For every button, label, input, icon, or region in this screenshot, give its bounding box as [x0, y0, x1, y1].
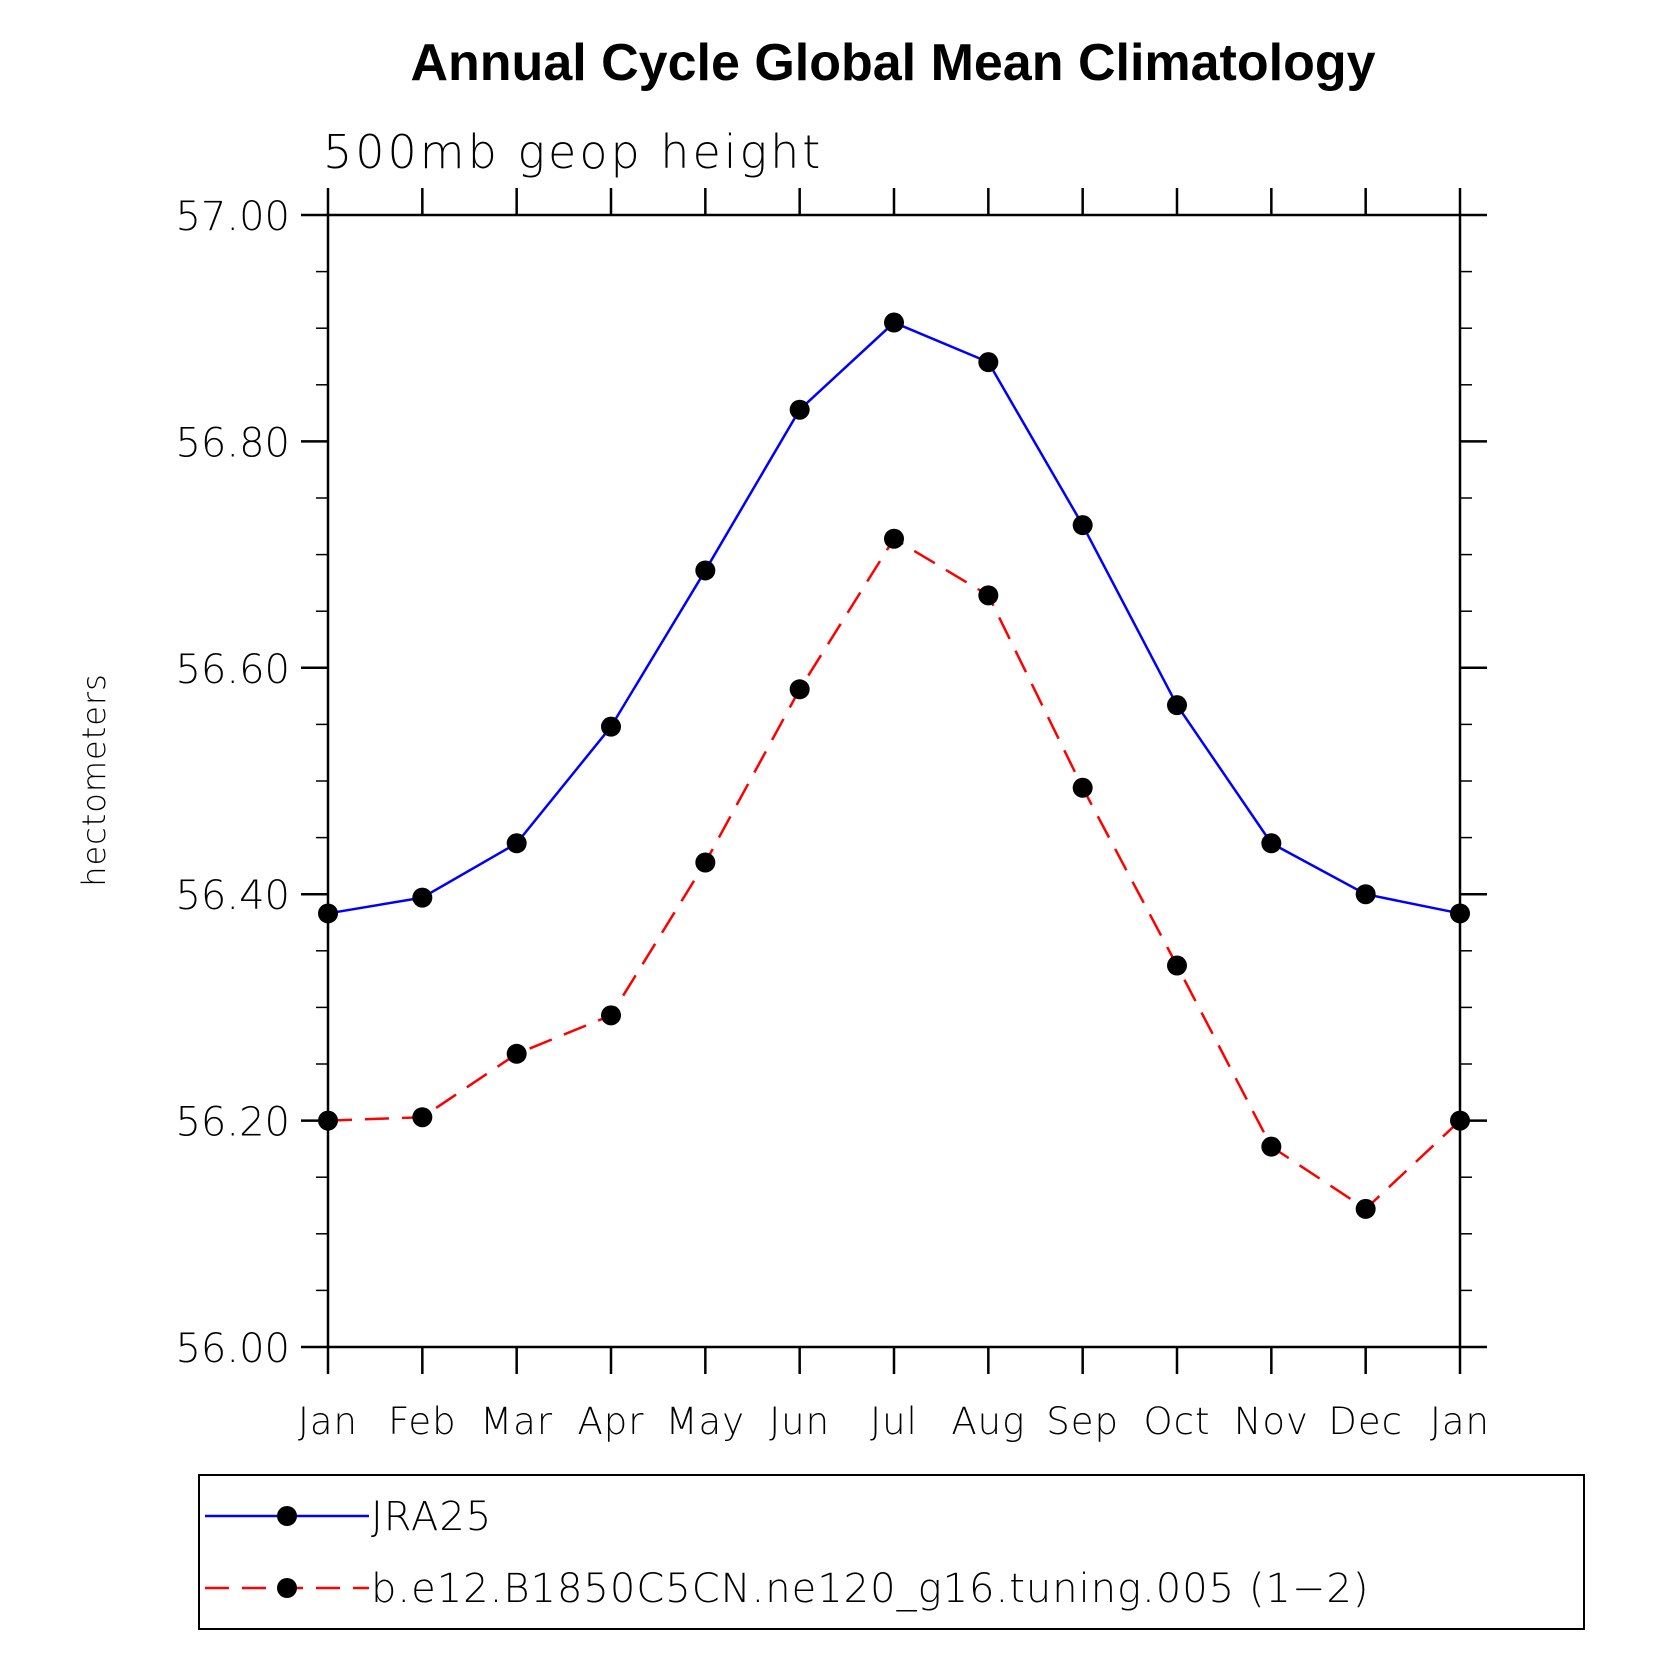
- x-tick-label: May: [666, 1400, 746, 1443]
- series-1-point: [318, 1110, 338, 1131]
- legend-label-jra25: JRA25: [371, 1494, 492, 1540]
- y-axis-label: hectometers: [75, 673, 113, 887]
- y-tick-label: 56.00: [175, 1326, 290, 1372]
- series-0-point: [978, 352, 999, 373]
- series-1-point: [978, 585, 999, 606]
- y-tick-label: 56.60: [175, 647, 290, 693]
- x-tick-label: Jun: [769, 1400, 830, 1443]
- legend-swatch-marker-model: [277, 1578, 297, 1598]
- series-0-point: [789, 399, 810, 420]
- y-tick-label: 56.20: [175, 1100, 290, 1146]
- series-1-point: [1450, 1110, 1470, 1131]
- x-tick-label: Mar: [480, 1400, 553, 1443]
- plot-frame: [326, 213, 1462, 1349]
- series-0-point: [318, 903, 338, 924]
- series-0-point: [601, 716, 621, 737]
- series-1-point: [1355, 1198, 1376, 1219]
- legend-swatch-marker-jra25: [277, 1506, 297, 1526]
- series-1-point: [506, 1043, 527, 1064]
- series-line-1: [327, 537, 1461, 1211]
- legend: JRA25 b.e12.B1850C5CN.ne120_g16.tuning.0…: [198, 1474, 1585, 1630]
- y-tick-label: 56.80: [175, 420, 290, 466]
- plot-series: [318, 312, 1470, 1219]
- series-0-point: [1167, 695, 1187, 716]
- y-tick-label: 56.40: [175, 873, 290, 919]
- x-tick-label: Jul: [870, 1400, 918, 1443]
- y-tick-label: 57.00: [175, 194, 290, 240]
- series-1-point: [412, 1107, 433, 1128]
- series-0-point: [1072, 515, 1093, 536]
- legend-label-model: b.e12.B1850C5CN.ne120_g16.tuning.005 (1−…: [371, 1566, 1369, 1612]
- x-tick-label: Nov: [1234, 1400, 1309, 1443]
- chart-subtitle: 500mb geop height: [323, 125, 823, 179]
- legend-box: [198, 1474, 1585, 1630]
- series-1-point: [695, 852, 716, 873]
- series-1-point: [1261, 1136, 1282, 1157]
- series-0-point: [1355, 884, 1376, 905]
- series-0-point: [412, 887, 433, 908]
- series-0-point: [1450, 903, 1470, 924]
- series-0-point: [884, 312, 904, 333]
- series-0-point: [506, 833, 527, 854]
- axes: 56.00 56.20 56.40 56.60 56.80 57.00 Jan Feb Mar A…: [175, 188, 1490, 1443]
- series-0-point: [1261, 833, 1282, 854]
- x-tick-label: Oct: [1144, 1400, 1211, 1443]
- series-1-point: [601, 1005, 621, 1026]
- series-0-point: [695, 560, 716, 581]
- x-tick-label: Feb: [388, 1400, 457, 1443]
- x-tick-label: Apr: [577, 1400, 644, 1443]
- series-1-point: [1072, 777, 1093, 798]
- x-tick-label: Sep: [1046, 1400, 1119, 1443]
- series-line-0: [327, 321, 1461, 915]
- x-tick-label: Dec: [1328, 1400, 1403, 1443]
- series-1-point: [884, 528, 904, 549]
- chart-title: Annual Cycle Global Mean Climatology: [410, 34, 1375, 92]
- series-1-point: [1167, 955, 1187, 976]
- x-tick-label: Jan: [298, 1400, 358, 1443]
- x-tick-label: Aug: [951, 1400, 1025, 1443]
- x-tick-label: Jan: [1430, 1400, 1490, 1443]
- series-1-point: [789, 679, 810, 700]
